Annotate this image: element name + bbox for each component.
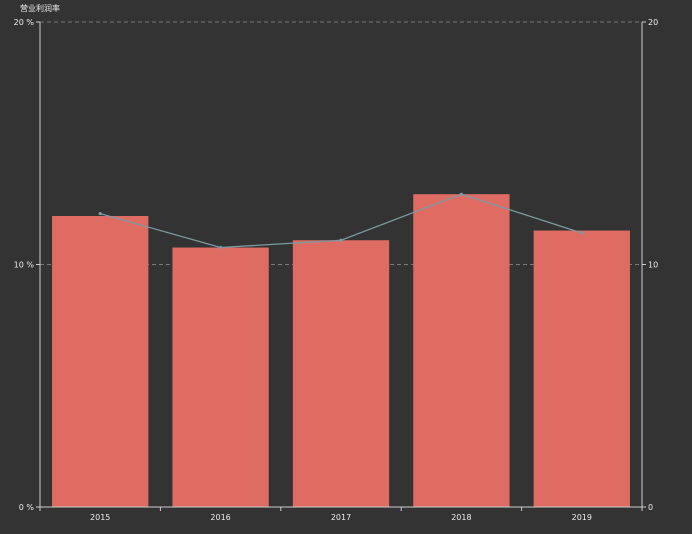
y-right-tick-label: 20 [648, 18, 658, 27]
y-right-tick-label: 10 [648, 261, 658, 270]
bar-layer [52, 194, 630, 508]
x-tick-label-2017: 2017 [331, 513, 351, 522]
bar-2019[interactable] [533, 230, 630, 508]
bar-2017[interactable] [292, 240, 390, 507]
bar-2016[interactable] [172, 247, 269, 507]
x-tick-label-2015: 2015 [90, 513, 110, 522]
line-layer [98, 192, 584, 250]
x-tick-label-2018: 2018 [451, 513, 471, 522]
line-point-2017[interactable] [339, 238, 343, 242]
y-left-tick-label: 10 % [14, 261, 35, 270]
line-point-2019[interactable] [580, 231, 584, 235]
x-tick-label-2019: 2019 [572, 513, 592, 522]
line-point-2015[interactable] [98, 211, 102, 216]
y-axis-name: 营业利润率 [20, 3, 60, 13]
bar-2018[interactable] [413, 194, 510, 508]
line-point-2016[interactable] [219, 245, 223, 250]
line-point-2018[interactable] [459, 192, 463, 196]
x-tick-label-2016: 2016 [210, 513, 230, 522]
y-left-tick-label: 20 % [14, 18, 35, 27]
axis-layer: 0 % 10 % 20 % 0 10 20 2015 2016 2017 2018 2019 [14, 18, 659, 522]
bar-2015[interactable] [52, 216, 149, 507]
y-left-tick-label: 0 % [19, 503, 35, 512]
y-right-tick-label: 0 [648, 503, 653, 512]
